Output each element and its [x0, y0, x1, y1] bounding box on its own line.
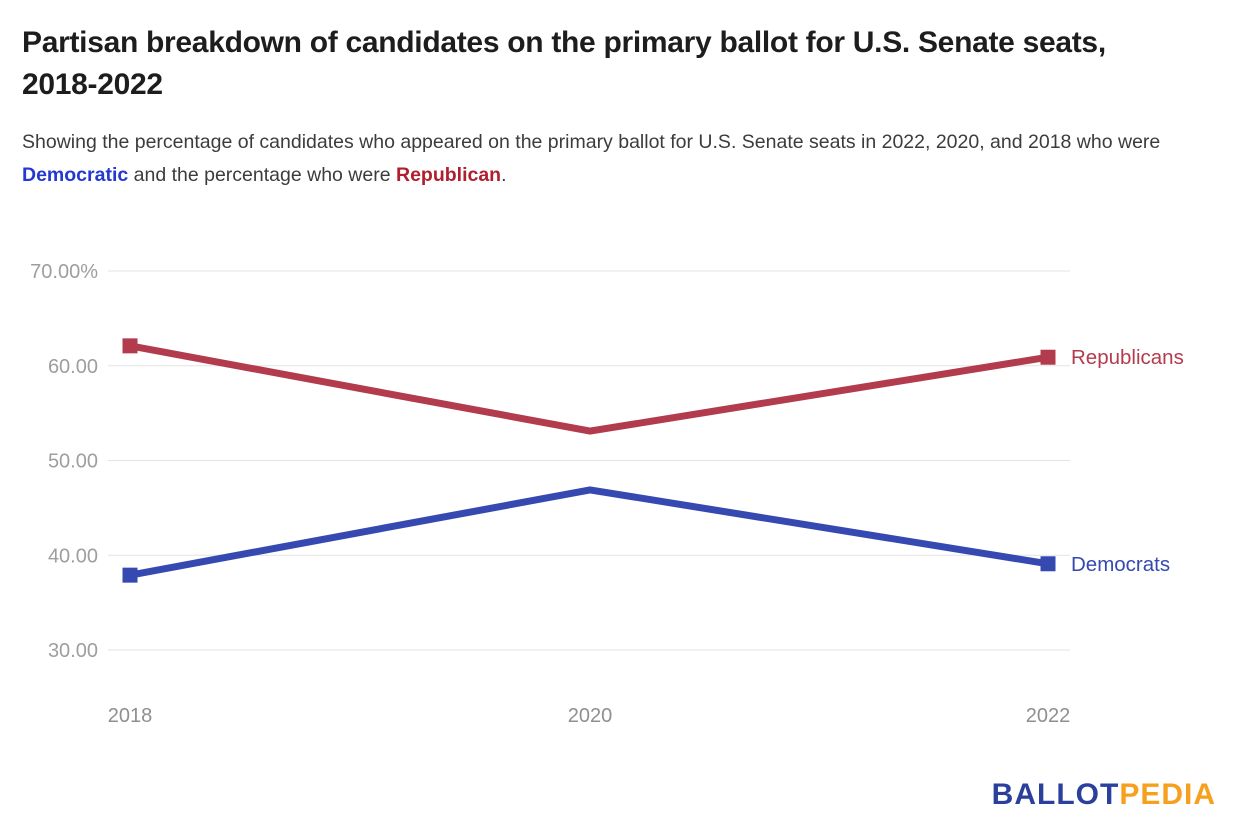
- x-axis-label-2018: 2018: [108, 705, 153, 727]
- democrats-point-2022[interactable]: [1040, 556, 1056, 572]
- y-axis-tick-label: 40.00: [48, 545, 98, 567]
- line-chart-svg: 70.00% 60.00 50.00 40.00 30.00 2018 2020 2022 Re…: [30, 261, 1184, 727]
- chart-subtitle: Showing the percentage of candidates who…: [22, 126, 1212, 192]
- subtitle-text-2: and the percentage who were: [128, 164, 396, 186]
- chart-title: Partisan breakdown of candidates on the …: [22, 26, 1106, 101]
- republicans-point-2018[interactable]: [122, 338, 138, 354]
- republican-highlight: Republican: [395, 164, 502, 186]
- democrats-series-label: Democrats: [1071, 553, 1170, 576]
- subtitle-text-3: .: [501, 164, 507, 186]
- democratic-highlight: Democratic: [22, 164, 129, 186]
- ballotpedia-logo: BALLOTPEDIA: [992, 778, 1216, 812]
- democrats-line[interactable]: [129, 486, 1049, 579]
- x-axis-label-2022: 2022: [1026, 705, 1071, 727]
- republicans-line[interactable]: [129, 342, 1049, 435]
- logo-text-ballot: BALLOT: [991, 778, 1120, 811]
- line-chart[interactable]: 70.00% 60.00 50.00 40.00 30.00 2018 2020 2022 Re…: [0, 230, 1240, 770]
- logo-text-pedia: PEDIA: [1119, 778, 1216, 811]
- x-axis-label-2020: 2020: [568, 705, 613, 727]
- republicans-series-label: Republicans: [1071, 346, 1184, 369]
- y-axis-tick-label: 70.00%: [30, 261, 98, 283]
- y-axis-tick-label: 60.00: [48, 356, 98, 378]
- y-axis-tick-label: 50.00: [48, 451, 98, 473]
- republicans-point-2022[interactable]: [1040, 349, 1056, 365]
- subtitle-text-1: Showing the percentage of candidates who…: [22, 131, 1161, 153]
- y-axis-tick-label: 30.00: [48, 640, 98, 662]
- democrats-point-2018[interactable]: [122, 567, 138, 583]
